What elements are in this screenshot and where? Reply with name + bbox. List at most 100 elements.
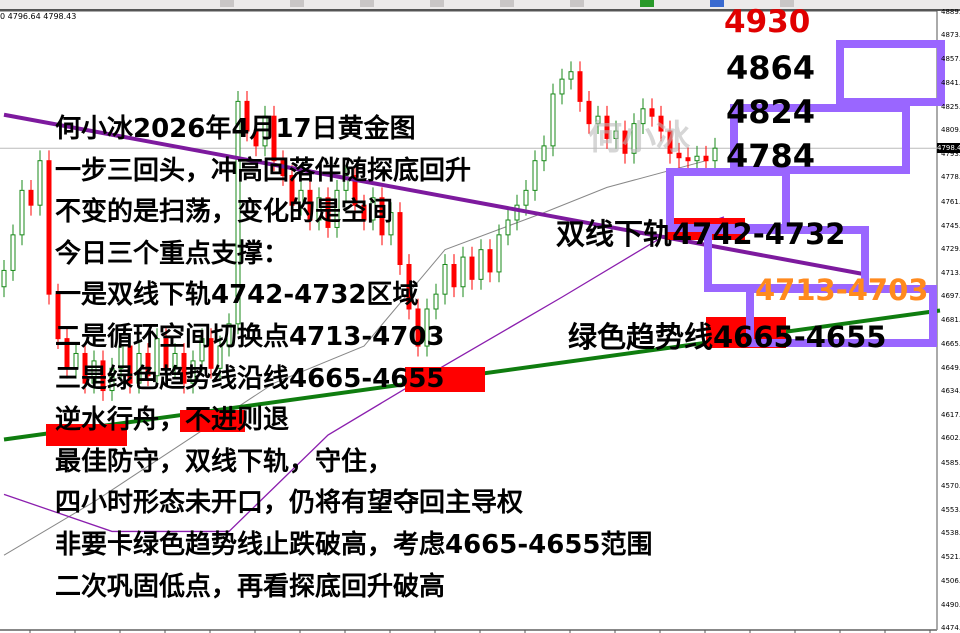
candle-body [397, 212, 403, 266]
candle-body [217, 345, 223, 369]
price-tick: 4729.8 [941, 244, 960, 253]
candle-body [253, 130, 259, 147]
ohlc-readout: 0 4796.64 4798.43 [0, 12, 77, 21]
zoom-in-icon[interactable] [360, 0, 374, 7]
candle-body [190, 360, 196, 384]
zone-box-4824 [730, 104, 910, 174]
analysis-line: 一步三回头，冲高回落伴随探底回升 [55, 155, 472, 186]
candle-body [343, 175, 349, 191]
line-icon[interactable] [290, 0, 304, 7]
candle-body [694, 155, 700, 162]
candle-body [442, 264, 448, 295]
candle-body [82, 352, 88, 384]
price-tick: 4778.0 [941, 173, 960, 182]
candle-body [100, 360, 106, 392]
price-tick: 4506.2 [941, 576, 960, 585]
price-tick: 4713.6 [941, 268, 960, 277]
candle-body [55, 293, 61, 340]
price-tick: 4745.6 [941, 221, 960, 230]
price-tick: 4793.7 [941, 150, 960, 159]
price-tick: 4857.6 [941, 55, 960, 64]
candle-body [433, 293, 439, 310]
candle-body [388, 212, 394, 236]
candle-body [505, 219, 511, 236]
current-price-label: 4798.43 [937, 143, 960, 153]
zone-box-4713 [746, 285, 937, 347]
toolbar [0, 0, 960, 11]
candle-body [379, 197, 385, 236]
price-tick: 4602.0 [941, 434, 960, 443]
candle-body [604, 115, 610, 139]
price-tick: 4521.9 [941, 553, 960, 562]
candle-body [559, 78, 565, 95]
candle-body [451, 264, 457, 288]
candle-body [577, 71, 583, 102]
candle-body [586, 100, 592, 125]
price-tick: 4553.9 [941, 505, 960, 514]
candle-body [622, 130, 628, 154]
analysis-line: 最佳防守，双线下轨，守住， [55, 446, 394, 477]
highlight-left-4655 [405, 367, 485, 392]
candle-body [154, 338, 160, 377]
candle-body [181, 352, 187, 384]
price-tick: 4889.6 [941, 8, 960, 16]
candle-body [46, 160, 52, 295]
candle-body [550, 93, 556, 147]
candle-body [127, 345, 133, 384]
period-icon[interactable] [570, 0, 584, 7]
candle-body [64, 338, 70, 369]
analysis-line: 逆水行舟，不进则退 [55, 405, 290, 436]
analysis-line: 二次巩固低点，再看探底回升破高 [55, 571, 446, 602]
candle-body [352, 175, 358, 206]
candle-body [487, 249, 493, 273]
trendline-purple [3, 112, 869, 277]
analysis-line: 非要卡绿色趋势线止跌破高，考虑4665-4655范围 [55, 530, 653, 560]
analysis-line: 不变的是扫荡，变化的是空间 [55, 197, 394, 228]
candle-body [640, 108, 646, 125]
candle-body [163, 338, 169, 369]
add-indicator-icon[interactable] [640, 0, 654, 7]
support-label-2: 4713-4703 [755, 273, 929, 307]
analysis-line: 四小时形态未开口，仍将有望夺回主导权 [55, 488, 524, 519]
candle-body [532, 160, 538, 191]
candle-body [613, 130, 619, 139]
zone-box-4864 [836, 40, 945, 106]
price-tick: 4665.9 [941, 339, 960, 348]
price-tick: 4841.9 [941, 78, 960, 87]
candle-body [271, 115, 277, 162]
candle-body [631, 123, 637, 154]
candle-body [325, 197, 331, 228]
price-tick: 4490.0 [941, 600, 960, 609]
analysis-line: 今日三个重点支撑： [55, 238, 290, 269]
crosshair-icon[interactable] [220, 0, 234, 7]
support-label-3: 绿色趋势线4665-4655 [568, 320, 887, 354]
target-4930: 4930 [724, 4, 811, 40]
candle-body [496, 234, 502, 273]
template-icon[interactable] [780, 0, 794, 7]
grid-icon[interactable] [500, 0, 514, 7]
candle-body [91, 360, 97, 384]
candle-body [1, 269, 7, 288]
target-4824: 4824 [726, 93, 816, 131]
target-4784: 4784 [726, 137, 816, 175]
candle-body [712, 147, 718, 162]
price-tick: 4697.9 [941, 292, 960, 301]
candle-body [235, 100, 241, 325]
moving-average-gray [3, 160, 707, 556]
candle-body [316, 197, 322, 221]
candle-body [307, 189, 313, 221]
target-4864: 4864 [726, 49, 816, 87]
candle-body [334, 189, 340, 228]
price-tick: 4825.7 [941, 102, 960, 111]
refresh-icon[interactable] [710, 0, 724, 7]
zoom-out-icon[interactable] [430, 0, 444, 7]
analysis-line: 三是绿色趋势线沿线4665-4655 [55, 363, 445, 394]
price-tick: 4809.9 [941, 126, 960, 135]
candle-body [136, 352, 142, 384]
candle-body [289, 175, 295, 206]
candle-body [460, 256, 466, 288]
price-tick: 4634.0 [941, 387, 960, 396]
candle-body [10, 234, 16, 271]
candle-body [514, 204, 520, 221]
candle-body [658, 115, 664, 132]
